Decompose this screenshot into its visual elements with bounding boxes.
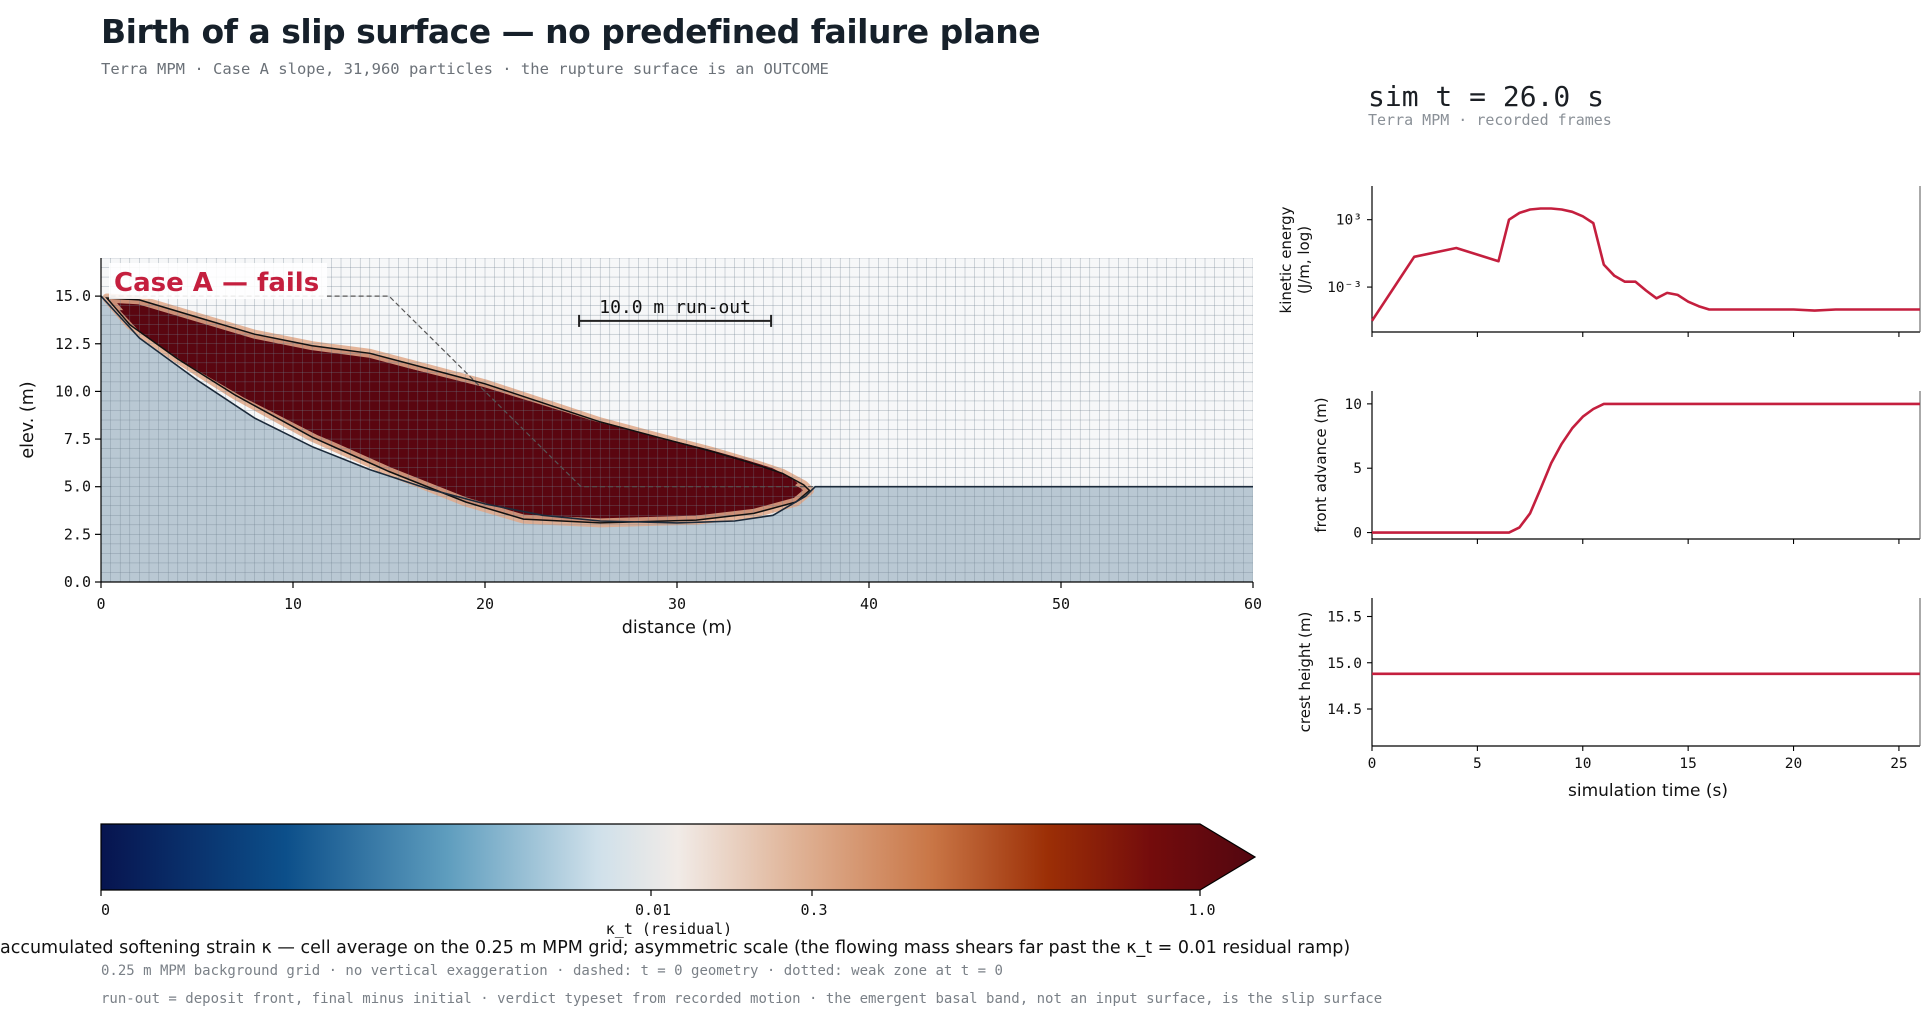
- colorbar-tick-label: 1.0: [1188, 901, 1215, 919]
- panel-x-tick-label: 20: [1785, 756, 1802, 772]
- colorbar-ticks: 0 0.01 0.3 1.0: [100, 890, 1216, 919]
- colorbar-tick-label: 0.3: [800, 901, 827, 919]
- map-y-tick-label: 5.0: [64, 478, 91, 496]
- map-y-ticks: 0.0 2.5 5.0 7.5 10.0 12.5 15.0: [55, 287, 101, 591]
- sim-source-label: Terra MPM · recorded frames: [1368, 111, 1612, 129]
- crest-y-label: crest height (m): [1296, 612, 1314, 733]
- panel-y-tick-label: 10³: [1336, 213, 1362, 229]
- time-x-label: simulation time (s): [1568, 781, 1728, 801]
- map-x-tick-label: 10: [284, 595, 302, 613]
- panel-y-tick-label: 15.0: [1327, 656, 1362, 672]
- map-x-tick-label: 60: [1244, 595, 1262, 613]
- panel-x-tick-label: 0: [1368, 756, 1377, 772]
- mpm-grid: [101, 258, 1253, 582]
- panel-y-tick-label: 15.5: [1327, 610, 1362, 626]
- colorbar-caption: accumulated softening strain κ — cell av…: [0, 938, 1351, 958]
- deposit-outline: [105, 297, 811, 524]
- map-y-tick-label: 2.5: [64, 525, 91, 543]
- runout-scale-bar: [578, 314, 773, 327]
- ground-surface-line: [101, 295, 1253, 524]
- map-y-label: elev. (m): [18, 381, 38, 458]
- deposit-core: [119, 310, 798, 513]
- panel-y-tick-label: 0: [1353, 526, 1362, 542]
- footer-note-1: 0.25 m MPM background grid · no vertical…: [101, 963, 1003, 979]
- map-x-tick-label: 40: [860, 595, 878, 613]
- map-x-tick-label: 30: [668, 595, 686, 613]
- front-y-label: front advance (m): [1312, 397, 1330, 532]
- colorbar-gradient: [100, 823, 1257, 891]
- footer-note-2: run-out = deposit front, final minus ini…: [101, 991, 1383, 1007]
- colorbar-tick-label: 0.01: [635, 901, 671, 919]
- verdict-backdrop: [109, 263, 327, 299]
- page-subtitle: Terra MPM · Case A slope, 31,960 particl…: [101, 60, 829, 78]
- panel-x-tick-label: 15: [1679, 756, 1696, 772]
- panel-y-tick-label: 5: [1353, 461, 1362, 477]
- ke-y-label-line2: (J/m, log): [1295, 226, 1313, 294]
- map-x-tick-label: 20: [476, 595, 494, 613]
- map-x-tick-label: 50: [1052, 595, 1070, 613]
- map-y-tick-label: 12.5: [55, 335, 91, 353]
- crest-height-panel: 0 5 10 15 20 25 14.5 15.0 15.5: [1327, 598, 1921, 772]
- colorbar-tick-label: 0: [101, 901, 110, 919]
- panel-x-tick-label: 5: [1473, 756, 1482, 772]
- panel-x-tick-label: 25: [1890, 756, 1907, 772]
- panel-y-tick-label: 10⁻³: [1327, 280, 1362, 296]
- runout-label: 10.0 m run-out: [599, 297, 751, 318]
- colorbar: 0 0.01 0.3 1.0 κ_t (residual): [100, 823, 1257, 938]
- page-title: Birth of a slip surface — no predefined …: [101, 12, 1041, 51]
- map-y-tick-label: 7.5: [64, 430, 91, 448]
- panel-series-line: [1370, 207, 1920, 322]
- front-advance-panel: 0 5 10: [1345, 391, 1921, 544]
- slope-heatmap: 0 10 20 30 40 50 60 0.0 2.5 5.0 7.5 10.0 12.5 15.0 d…: [18, 258, 1262, 638]
- panel-y-tick-label: 14.5: [1327, 702, 1362, 718]
- kinetic-energy-panel: 10³ 10⁻³: [1327, 186, 1921, 337]
- map-y-tick-label: 0.0: [64, 573, 91, 591]
- map-x-tick-label: 0: [96, 595, 105, 613]
- panel-x-tick-label: 10: [1574, 756, 1591, 772]
- verdict-label: Case A — fails: [114, 268, 319, 298]
- map-y-tick-label: 10.0: [55, 382, 91, 400]
- map-y-tick-label: 15.0: [55, 287, 91, 305]
- sim-time-readout: sim t = 26.0 s: [1368, 80, 1605, 113]
- map-x-ticks: 0 10 20 30 40 50 60: [96, 582, 1262, 613]
- panel-series-line: [1372, 402, 1920, 534]
- map-x-label: distance (m): [622, 618, 732, 638]
- panel-y-tick-label: 10: [1345, 397, 1362, 413]
- ke-y-label-line1: kinetic energy: [1277, 206, 1295, 313]
- colorbar-label: κ_t (residual): [606, 920, 732, 938]
